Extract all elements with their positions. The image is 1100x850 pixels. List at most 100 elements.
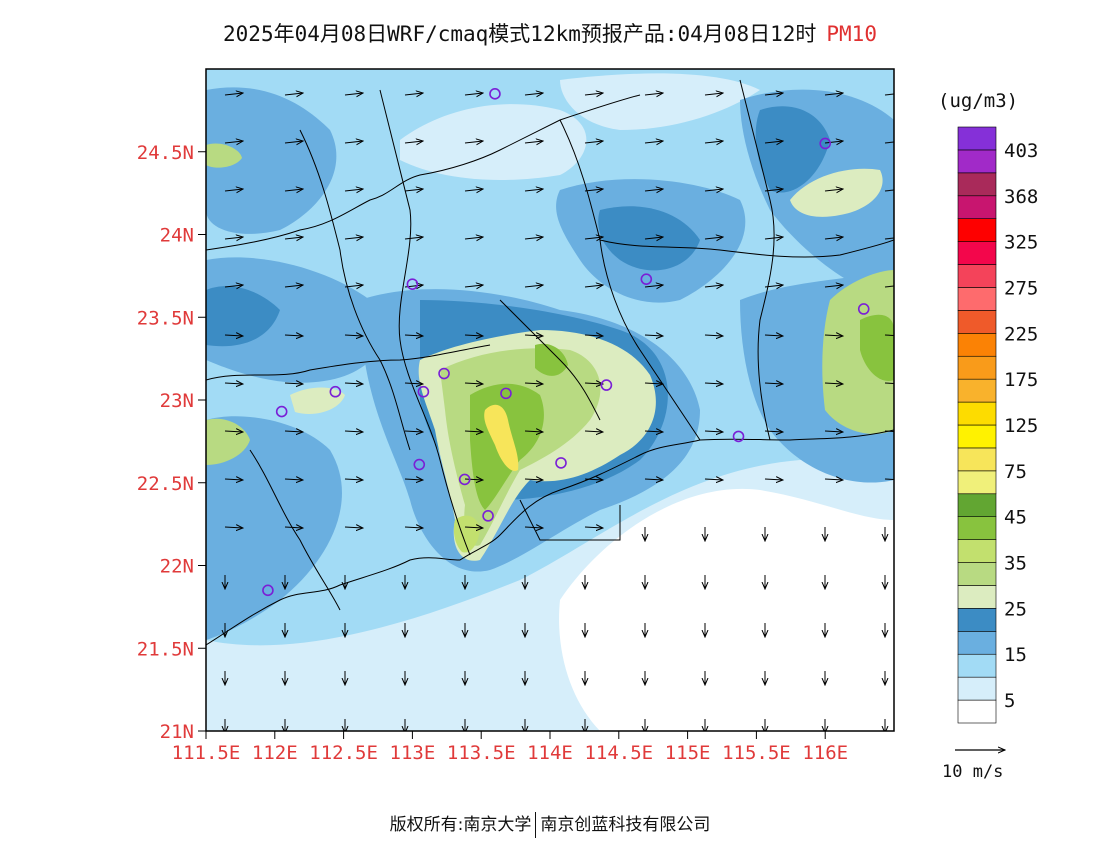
- wind-arrow: [764, 383, 783, 384]
- wind-arrow: [464, 527, 483, 528]
- wind-arrow: [824, 335, 843, 336]
- wind-arrow: [764, 189, 783, 191]
- wind-arrow: [644, 93, 663, 95]
- wind-arrow: [644, 141, 663, 143]
- wind-arrow: [524, 189, 543, 191]
- colorbar-segment: [957, 149, 997, 174]
- lon-tick-label: 116E: [802, 742, 848, 764]
- colorbar-label: 25: [1004, 598, 1027, 620]
- colorbar-label: 75: [1004, 461, 1027, 483]
- wind-arrow: [584, 527, 603, 528]
- wind-arrow: [824, 93, 843, 95]
- wind-arrow: [344, 383, 363, 384]
- lon-tick-label: 114E: [527, 742, 573, 764]
- title-text: 2025年04月08日WRF/cmaq模式12km预报产品:04月08日12时: [223, 22, 817, 46]
- lon-tick-label: 111.5E: [172, 742, 241, 764]
- wind-arrow: [404, 93, 423, 95]
- lon-tick-label: 112.5E: [309, 742, 378, 764]
- wind-arrow: [284, 383, 303, 384]
- colorbar-label: 35: [1004, 553, 1027, 575]
- station-marker: [489, 88, 501, 100]
- station-marker: [640, 273, 653, 285]
- wind-arrow: [464, 383, 483, 384]
- station-marker: [329, 385, 342, 398]
- wind-arrow: [584, 285, 603, 287]
- concentration-field: [206, 69, 894, 731]
- wind-arrow: [224, 189, 243, 191]
- wind-arrow: [584, 335, 603, 336]
- colorbar-label: 403: [1004, 140, 1038, 162]
- wind-arrow: [704, 431, 723, 432]
- wind-arrow: [524, 479, 543, 480]
- wind-arrow: [764, 237, 783, 239]
- lon-tick-label: 115.5E: [722, 742, 791, 764]
- wind-arrow: [404, 479, 423, 480]
- wind-arrow: [824, 189, 843, 191]
- colorbar-label: 368: [1004, 186, 1038, 208]
- wind-arrow: [764, 479, 783, 480]
- colorbar-segment: [957, 699, 997, 724]
- colorbar-unit: (ug/m3): [938, 90, 1019, 112]
- wind-arrow: [704, 479, 723, 480]
- lon-tick-label: 115E: [665, 742, 711, 764]
- wind-arrow: [524, 335, 543, 336]
- wind-arrow: [824, 431, 843, 432]
- wind-arrow: [584, 141, 603, 143]
- colorbar-label: 175: [1004, 369, 1038, 391]
- wind-arrow: [884, 141, 894, 144]
- wind-arrow: [464, 335, 483, 336]
- colorbar-segment: [957, 516, 997, 540]
- wind-arrow: [224, 383, 243, 384]
- wind-arrow: [824, 141, 843, 143]
- wind-arrow: [344, 285, 363, 287]
- wind-arrow: [884, 237, 894, 240]
- map-title: 2025年04月08日WRF/cmaq模式12km预报产品:04月08日12时 P…: [0, 18, 1100, 48]
- wind-arrow: [884, 285, 894, 288]
- wind-arrow: [344, 237, 363, 239]
- colorbar-segment: [957, 172, 997, 197]
- wind-arrow: [344, 141, 363, 143]
- station-marker: [482, 510, 494, 522]
- wind-arrow: [284, 479, 303, 480]
- colorbar-segment: [957, 126, 997, 151]
- wind-arrow: [284, 189, 303, 191]
- colorbar-segment: [957, 218, 997, 242]
- lat-tick-label: 23.5N: [137, 307, 194, 329]
- colorbar-label: 125: [1004, 415, 1038, 437]
- colorbar-segment: [957, 653, 997, 678]
- wind-arrow: [224, 285, 243, 287]
- colorbar-label: 5: [1004, 690, 1015, 712]
- station-marker: [819, 137, 832, 150]
- wind-arrow: [524, 93, 543, 95]
- colorbar-segment: [957, 493, 997, 517]
- wind-arrow: [884, 93, 894, 96]
- station-marker: [406, 278, 419, 290]
- lat-tick-label: 21N: [160, 721, 194, 743]
- footer-left: 版权所有:南京大学: [389, 815, 532, 835]
- wind-arrow: [284, 335, 303, 336]
- wind-arrow: [704, 189, 723, 191]
- wind-arrow: [344, 479, 363, 480]
- wind-arrow: [464, 479, 483, 480]
- wind-arrow: [704, 141, 723, 143]
- wind-arrow: [704, 237, 723, 239]
- colorbar-segment: [957, 195, 997, 219]
- colorbar-segment: [957, 562, 997, 586]
- station-marker: [500, 387, 512, 400]
- wind-arrow: [884, 334, 894, 337]
- colorbar-segment: [957, 470, 997, 495]
- colorbar-segment: [957, 310, 997, 334]
- wind-arrow: [404, 431, 423, 432]
- wind-arrow: [344, 189, 363, 191]
- wind-arrow: [464, 285, 483, 287]
- colorbar-label: 15: [1004, 644, 1027, 666]
- wind-arrow: [644, 431, 663, 432]
- wind-arrow: [464, 431, 483, 432]
- wind-arrow: [644, 189, 663, 191]
- wind-arrow: [764, 285, 783, 287]
- wind-arrow: [464, 93, 483, 95]
- lat-tick-label: 22N: [160, 556, 194, 578]
- wind-arrow: [704, 383, 723, 384]
- wind-arrow: [524, 527, 543, 528]
